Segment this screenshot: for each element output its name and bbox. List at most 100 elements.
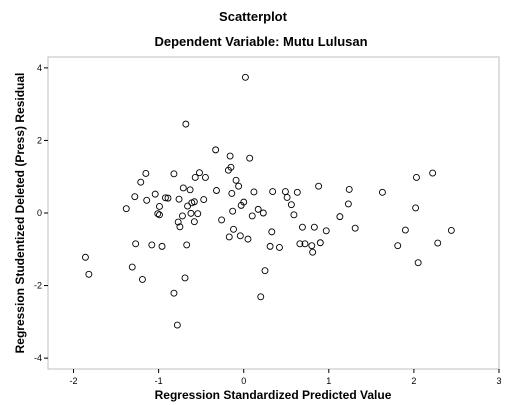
- data-point: [296, 240, 304, 248]
- data-point: [182, 120, 190, 128]
- data-point: [191, 173, 199, 181]
- data-point: [170, 170, 178, 178]
- x-axis-title: Regression Standardized Predicted Value: [155, 388, 392, 402]
- data-point: [259, 209, 267, 217]
- data-point: [131, 193, 139, 201]
- data-point: [290, 211, 298, 219]
- x-tick-label: -2: [70, 376, 78, 386]
- data-point: [190, 198, 198, 206]
- x-axis: -2 -1 0 1 2 3: [70, 369, 502, 386]
- data-point: [336, 213, 344, 221]
- data-point: [212, 146, 220, 154]
- data-point: [225, 233, 233, 241]
- data-point: [81, 253, 89, 261]
- data-point: [173, 321, 181, 329]
- data-point: [287, 201, 295, 209]
- data-point: [232, 176, 240, 184]
- data-point: [156, 203, 163, 210]
- y-axis: -4 -2 0 2 4: [34, 63, 48, 363]
- data-point: [178, 212, 186, 220]
- x-tick-label: -1: [155, 376, 163, 386]
- y-tick-label: 2: [37, 135, 42, 145]
- x-tick-label: 3: [496, 376, 501, 386]
- y-tick-label: 4: [37, 63, 42, 73]
- data-point: [246, 154, 254, 162]
- data-point: [257, 293, 265, 301]
- data-points: [81, 73, 455, 329]
- data-point: [85, 270, 93, 278]
- data-point: [183, 241, 191, 249]
- data-point: [315, 182, 323, 190]
- data-point: [148, 241, 156, 249]
- data-point: [194, 210, 202, 218]
- data-point: [175, 195, 183, 203]
- data-point: [250, 188, 258, 196]
- plot-area: [47, 56, 500, 370]
- data-point: [227, 163, 235, 171]
- data-point: [309, 248, 317, 256]
- data-point: [174, 218, 182, 226]
- data-point: [230, 225, 237, 233]
- data-point: [322, 227, 330, 235]
- data-point: [378, 188, 386, 196]
- data-point: [308, 242, 316, 250]
- data-point: [351, 224, 359, 232]
- data-point: [139, 275, 146, 283]
- data-point: [266, 242, 274, 250]
- data-point: [276, 244, 283, 251]
- data-point: [447, 226, 455, 234]
- data-point: [186, 186, 194, 194]
- data-point: [156, 211, 163, 219]
- data-point: [394, 242, 402, 250]
- data-point: [298, 223, 306, 231]
- data-point: [179, 184, 187, 192]
- data-point: [235, 182, 243, 190]
- data-point: [261, 267, 269, 275]
- data-point: [236, 232, 244, 240]
- data-point: [240, 198, 248, 206]
- data-point: [269, 188, 277, 196]
- data-point: [184, 202, 192, 210]
- data-point: [176, 223, 184, 231]
- chart-title: Scatterplot: [219, 9, 288, 24]
- data-point: [429, 169, 437, 177]
- x-tick-label: 0: [241, 376, 246, 386]
- data-point: [248, 212, 256, 220]
- data-point: [293, 188, 301, 196]
- data-point: [196, 169, 203, 177]
- y-tick-label: -2: [34, 281, 42, 291]
- data-point: [412, 204, 420, 212]
- data-point: [283, 193, 291, 201]
- y-tick-label: -4: [34, 353, 42, 363]
- data-point: [201, 173, 209, 181]
- data-point: [401, 226, 409, 234]
- data-point: [128, 263, 136, 271]
- data-point: [254, 205, 262, 213]
- data-point: [170, 289, 178, 297]
- chart-subtitle: Dependent Variable: Mutu Lulusan: [154, 34, 367, 49]
- data-point: [301, 240, 309, 248]
- data-point: [228, 189, 236, 197]
- data-point: [181, 274, 189, 282]
- data-point: [229, 207, 237, 215]
- data-point: [281, 188, 289, 196]
- x-tick-label: 2: [411, 376, 416, 386]
- data-point: [132, 240, 140, 248]
- data-point: [161, 194, 169, 202]
- y-axis-title: Regression Studentized Deleted (Press) R…: [13, 73, 27, 354]
- data-point: [190, 218, 198, 226]
- data-point: [137, 178, 145, 186]
- data-point: [316, 239, 324, 247]
- data-point: [244, 235, 252, 243]
- data-point: [200, 196, 208, 204]
- data-point: [226, 152, 234, 160]
- data-point: [413, 173, 420, 181]
- data-point: [218, 216, 226, 224]
- data-point: [164, 194, 172, 202]
- data-point: [142, 170, 150, 177]
- data-point: [143, 196, 151, 204]
- data-point: [122, 205, 130, 213]
- data-point: [158, 242, 166, 250]
- data-point: [434, 239, 442, 247]
